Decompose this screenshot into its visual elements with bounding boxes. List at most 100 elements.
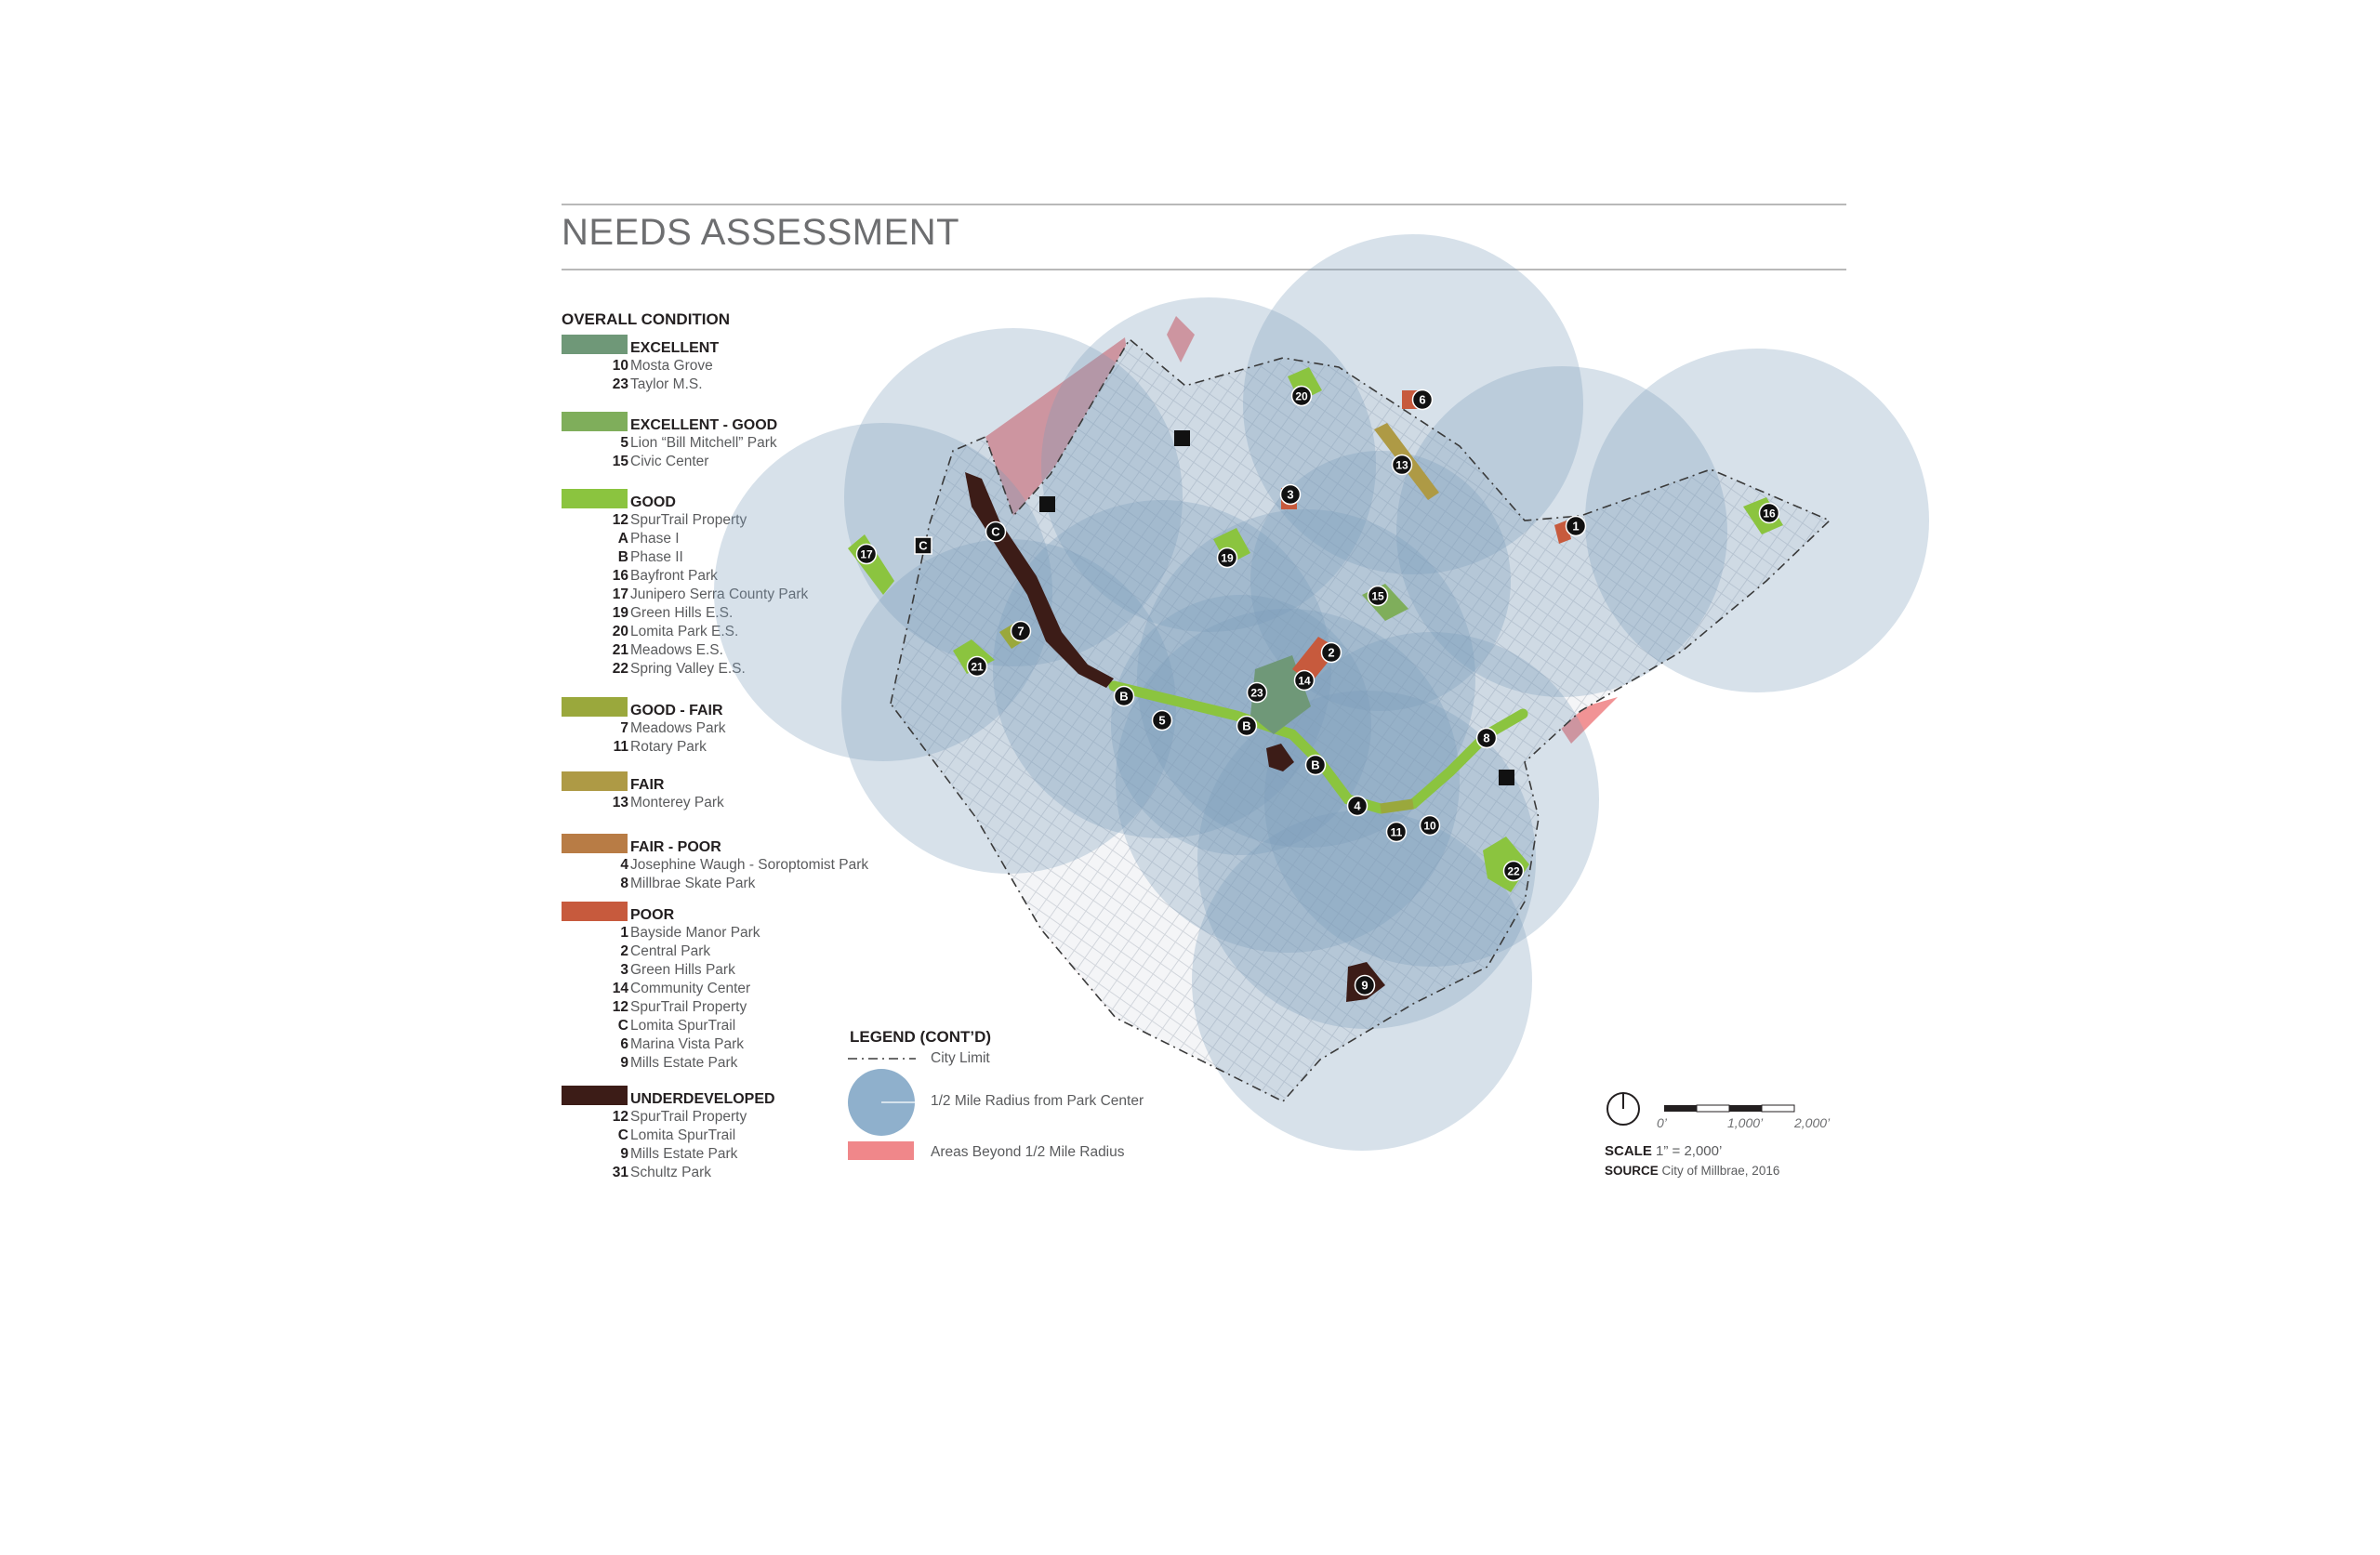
park-number: 4 (620, 857, 628, 873)
park-number: 17 (612, 586, 628, 602)
top-rule (562, 204, 1846, 205)
legend-park-item: 12 SpurTrail Property (562, 1109, 952, 1127)
legend-park-item: 11 Rotary Park (562, 739, 952, 758)
marker-label: B (1311, 758, 1319, 772)
park-marker: 2 (1320, 641, 1342, 664)
marker-label: 3 (1287, 488, 1293, 502)
park-number: 7 (620, 720, 628, 736)
park-name: Meadows Park (630, 720, 726, 736)
marker-label: B (1119, 690, 1128, 704)
title-rule (562, 269, 1846, 270)
park-name: Green Hills E.S. (630, 605, 734, 621)
park-name: Spring Valley E.S. (630, 661, 746, 677)
marker-label: 1 (1572, 520, 1579, 534)
park-number: 22 (612, 661, 628, 677)
marker-label: 11 (1391, 826, 1403, 839)
scale-label-bold: SCALE (1605, 1143, 1652, 1159)
park-marker: C (985, 521, 1007, 543)
legend-park-item: A Phase I (562, 531, 952, 549)
north-arrow (1606, 1092, 1640, 1126)
marker-label: 15 (1371, 590, 1384, 603)
park-name: Meadows E.S. (630, 642, 723, 658)
marker-badge (1304, 754, 1327, 776)
park-marker: 10 (1419, 814, 1441, 837)
park-marker: 3 (1279, 483, 1302, 506)
marker-badge (1320, 641, 1342, 664)
legend-park-item: B Phase II (562, 549, 952, 568)
park-name: Monterey Park (630, 795, 724, 810)
park-number: 6 (620, 1036, 628, 1052)
park-marker: 14 (1293, 669, 1316, 692)
park-number: 3 (620, 962, 628, 978)
park-marker: 15 (1367, 585, 1389, 607)
condition-label: POOR (630, 907, 675, 923)
marker-label: 16 (1763, 507, 1776, 521)
legend-park-item: C Lomita SpurTrail (562, 1018, 952, 1036)
legend-park-item: 16 Bayfront Park (562, 568, 952, 586)
marker-label: 17 (860, 548, 873, 561)
marker-label: 2 (1328, 646, 1334, 660)
scale-tick-0: 0’ (1657, 1115, 1667, 1130)
legend-park-item: 14 Community Center (562, 981, 952, 999)
park-name: Mills Estate Park (630, 1146, 738, 1162)
marker-badge (1290, 385, 1313, 407)
park-marker: B (1236, 715, 1258, 737)
legend-park-item: 5 Lion “Bill Mitchell” Park (562, 435, 952, 454)
marker-label: C (919, 539, 928, 553)
legend-park-item: 21 Meadows E.S. (562, 642, 952, 661)
condition-label: EXCELLENT - GOOD (630, 417, 778, 433)
park-name: Community Center (630, 981, 751, 996)
marker-badge (1216, 547, 1238, 569)
park-marker: 22 (1502, 860, 1525, 882)
park-name: Green Hills Park (630, 962, 735, 978)
park-number: 23 (612, 376, 628, 392)
condition-swatch (562, 489, 628, 508)
park-marker: 1 (1565, 515, 1587, 537)
marker-label: 14 (1298, 675, 1311, 688)
marker-badge (1367, 585, 1389, 607)
scale-value: 1” = 2,000’ (1656, 1143, 1723, 1159)
park-number: 14 (612, 981, 628, 996)
park-number: 8 (620, 876, 628, 891)
legend-park-item: 10 Mosta Grove (562, 358, 952, 376)
park-name: Central Park (630, 943, 711, 959)
legend-park-item: 20 Lomita Park E.S. (562, 624, 952, 642)
park-name: Lomita SpurTrail (630, 1127, 736, 1143)
park-marker: C (914, 536, 932, 555)
legend-park-item: 4 Josephine Waugh - Soroptomist Park (562, 857, 952, 876)
legend-park-item: 9 Mills Estate Park (562, 1055, 952, 1074)
condition-swatch (562, 1086, 628, 1105)
park-name: Rotary Park (630, 739, 707, 755)
condition-swatch (562, 771, 628, 791)
park-name: SpurTrail Property (630, 1109, 747, 1125)
legend-park-item: 22 Spring Valley E.S. (562, 661, 952, 679)
source-label-bold: SOURCE (1605, 1164, 1659, 1178)
marker-label: 20 (1295, 390, 1308, 403)
park-marker: 7 (1010, 620, 1032, 642)
marker-badge (1502, 860, 1525, 882)
legend-park-item: 8 Millbrae Skate Park (562, 876, 952, 894)
condition-swatch (562, 697, 628, 717)
marker-label: C (991, 525, 1000, 539)
park-name: Bayfront Park (630, 568, 718, 584)
marker-badge (1113, 685, 1135, 707)
park-name: Josephine Waugh - Soroptomist Park (630, 857, 869, 873)
park-marker: 21 (966, 655, 988, 678)
marker-badge (1475, 727, 1498, 749)
park-number: 19 (612, 605, 628, 621)
legend-park-item: 12 SpurTrail Property (562, 512, 952, 531)
marker-badge (1246, 681, 1268, 704)
marker-label: 13 (1395, 459, 1408, 472)
legend-park-item: 31 Schultz Park (562, 1165, 952, 1183)
park-marker: B (1304, 754, 1327, 776)
marker-label: 10 (1423, 820, 1436, 833)
legend-park-item: 1 Bayside Manor Park (562, 925, 952, 943)
condition-swatch (562, 335, 628, 354)
marker-label: 23 (1250, 687, 1263, 700)
park-number: A (617, 531, 628, 547)
marker-badge (1758, 502, 1780, 524)
marker-badge (914, 536, 932, 555)
marker-label: 7 (1017, 625, 1024, 639)
park-marker: 20 (1290, 385, 1313, 407)
